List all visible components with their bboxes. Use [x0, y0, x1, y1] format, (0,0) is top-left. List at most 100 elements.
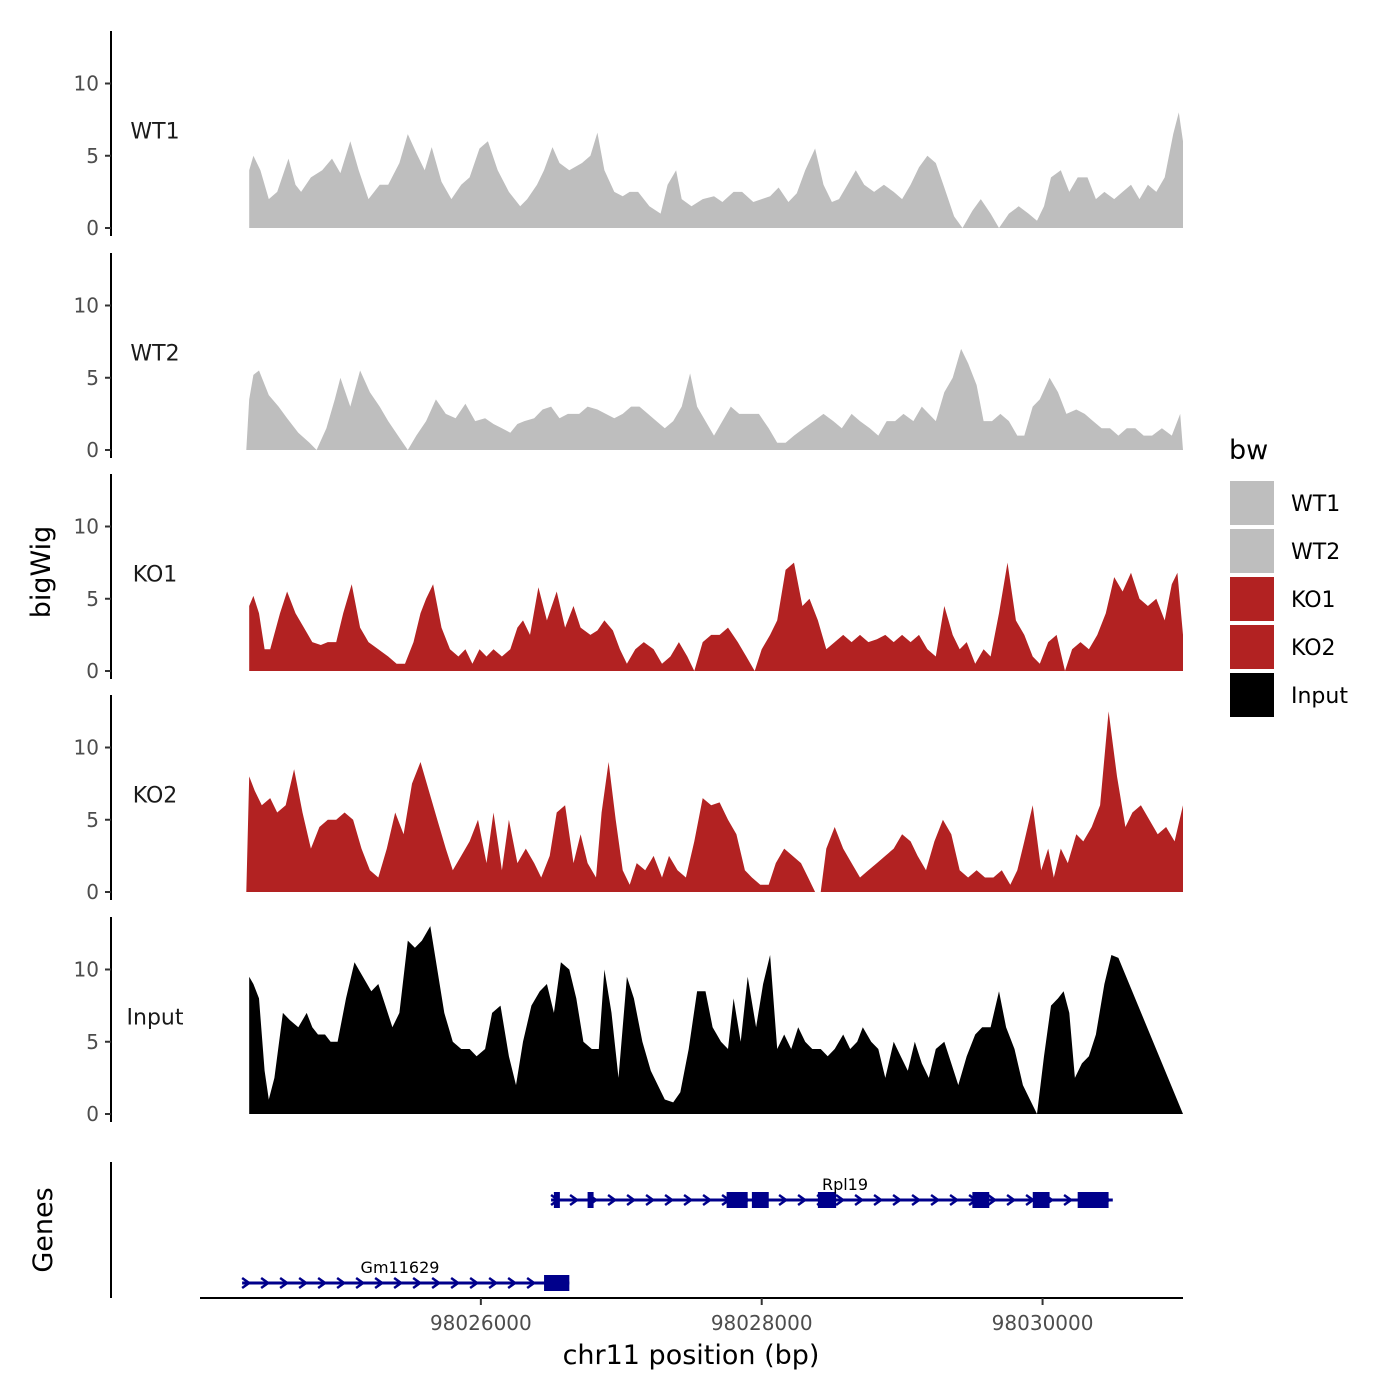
genes-panel: Genes Rpl19 Gm11629 — [28, 1162, 1113, 1298]
strand-arrow — [469, 1276, 480, 1290]
track-label: WT1 — [130, 119, 179, 144]
track-label: Input — [127, 1005, 184, 1030]
x-axis: chr11 position (bp) 98026000 98028000 9803… — [200, 1297, 1183, 1371]
exon — [751, 1192, 769, 1208]
strand-arrow — [683, 1193, 694, 1207]
strand-arrow — [949, 1193, 960, 1207]
y-tick-label: 0 — [86, 216, 99, 240]
strand-arrow — [431, 1276, 442, 1290]
strand-arrow — [835, 1193, 846, 1207]
exon — [587, 1192, 594, 1208]
strand-arrow — [569, 1193, 580, 1207]
strand-arrow — [317, 1276, 328, 1290]
strand-arrow — [892, 1193, 903, 1207]
panel-input: 0 5 10 Input — [74, 917, 1183, 1126]
y-tick-label: 5 — [86, 1030, 99, 1054]
strand-arrow — [911, 1193, 922, 1207]
strand-arrow — [607, 1193, 618, 1207]
genes-panel-label: Genes — [28, 1187, 59, 1272]
y-tick-label: 10 — [74, 294, 99, 318]
coverage-area-input — [249, 926, 1183, 1114]
legend-label-ko1: KO1 — [1291, 588, 1336, 613]
strand-arrow — [1006, 1193, 1017, 1207]
exon — [726, 1192, 748, 1208]
x-axis-title: chr11 position (bp) — [563, 1340, 820, 1371]
legend: bw WT1 WT2 KO1 KO2 Input — [1229, 435, 1348, 717]
exon — [817, 1192, 837, 1208]
legend-label-ko2: KO2 — [1291, 636, 1336, 661]
gene-label: Gm11629 — [361, 1258, 440, 1277]
x-tick-label: 98026000 — [430, 1311, 532, 1335]
strand-arrow — [374, 1276, 385, 1290]
strand-arrow — [873, 1193, 884, 1207]
y-tick-label: 5 — [86, 587, 99, 611]
strand-arrow — [298, 1276, 309, 1290]
legend-label-input: Input — [1291, 684, 1348, 709]
legend-key-ko2 — [1230, 625, 1274, 669]
strand-arrow — [987, 1193, 998, 1207]
coverage-panels: 0 5 10 WT1 0 5 10 WT2 0 5 10 KO1 0 5 10 KO2 0 5 10 Input — [74, 31, 1184, 1126]
y-tick-label: 5 — [86, 808, 99, 832]
strand-arrow — [507, 1276, 518, 1290]
track-label: KO1 — [133, 562, 178, 587]
y-tick-label: 0 — [86, 880, 99, 904]
gene-rpl19: Rpl19 — [550, 1175, 1113, 1208]
legend-label-wt2: WT2 — [1291, 540, 1340, 565]
exon — [972, 1192, 990, 1208]
x-tick-label: 98028000 — [711, 1311, 813, 1335]
legend-title: bw — [1229, 435, 1268, 466]
panel-wt2: 0 5 10 WT2 — [74, 253, 1184, 462]
strand-arrow — [355, 1276, 366, 1290]
strand-arrow — [336, 1276, 347, 1290]
strand-arrow — [778, 1193, 789, 1207]
y-tick-label: 10 — [74, 736, 99, 760]
panel-ko1: 0 5 10 KO1 — [74, 474, 1183, 683]
legend-key-ko1 — [1230, 577, 1274, 621]
coverage-area-wt1 — [249, 112, 1183, 228]
coverage-area-ko2 — [246, 711, 1184, 892]
gene-label: Rpl19 — [822, 1175, 868, 1194]
strand-arrow — [645, 1193, 656, 1207]
y-tick-label: 0 — [86, 1102, 99, 1126]
strand-arrow — [854, 1193, 865, 1207]
exon — [553, 1192, 560, 1208]
y-tick-label: 0 — [86, 659, 99, 683]
y-tick-label: 0 — [86, 438, 99, 462]
legend-label-wt1: WT1 — [1291, 492, 1340, 517]
y-tick-label: 5 — [86, 366, 99, 390]
y-tick-label: 5 — [86, 144, 99, 168]
strand-arrow — [279, 1276, 290, 1290]
exon — [1032, 1192, 1050, 1208]
strand-arrow — [930, 1193, 941, 1207]
panel-wt1: 0 5 10 WT1 — [74, 31, 1183, 240]
strand-arrow — [626, 1193, 637, 1207]
strand-arrow — [260, 1276, 271, 1290]
strand-arrow — [1063, 1193, 1074, 1207]
exon — [544, 1275, 570, 1291]
strand-arrow — [412, 1276, 423, 1290]
legend-key-wt2 — [1230, 529, 1274, 573]
x-tick-label: 98030000 — [992, 1311, 1094, 1335]
legend-key-wt1 — [1230, 481, 1274, 525]
exon — [1077, 1192, 1109, 1208]
y-tick-label: 10 — [74, 72, 99, 96]
strand-arrow — [450, 1276, 461, 1290]
panel-ko2: 0 5 10 KO2 — [74, 695, 1184, 904]
y-tick-label: 10 — [74, 515, 99, 539]
strand-arrow — [488, 1276, 499, 1290]
strand-arrow — [797, 1193, 808, 1207]
strand-arrow — [241, 1276, 252, 1290]
track-label: KO2 — [133, 783, 178, 808]
y-tick-label: 10 — [74, 958, 99, 982]
strand-arrow — [664, 1193, 675, 1207]
strand-arrow — [393, 1276, 404, 1290]
strand-arrow — [702, 1193, 713, 1207]
legend-key-input — [1230, 673, 1274, 717]
y-axis-title: bigWig — [26, 526, 57, 619]
strand-arrow — [526, 1276, 537, 1290]
coverage-area-wt2 — [246, 348, 1184, 450]
coverage-area-ko1 — [249, 562, 1183, 671]
track-label: WT2 — [130, 341, 179, 366]
gene-gm11629: Gm11629 — [241, 1258, 570, 1291]
